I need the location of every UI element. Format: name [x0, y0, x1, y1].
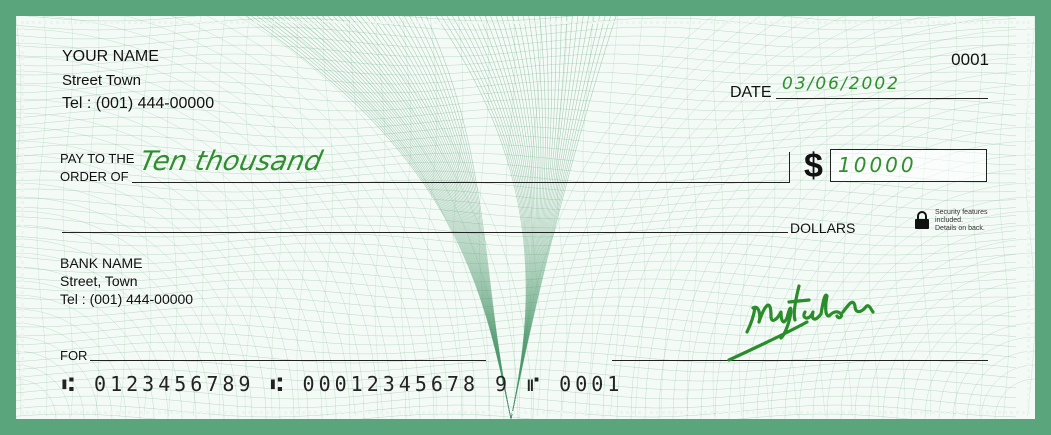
security-note: Security features included. Details on b…: [935, 209, 988, 233]
payee-line: [132, 182, 790, 183]
micr-account: 00012345678 9: [303, 372, 512, 396]
bank-name: BANK NAME: [60, 255, 142, 271]
pay-to-label-line1: PAY TO THE: [60, 150, 134, 168]
security-note-line3: Details on back.: [935, 225, 988, 233]
payer-street: Street Town: [62, 72, 141, 89]
payer-name: YOUR NAME: [62, 48, 159, 66]
memo-line: [90, 360, 486, 361]
bank-street: Street, Town: [60, 273, 138, 289]
amount-numeric[interactable]: 10000: [838, 153, 917, 177]
security-note-line1: Security features: [935, 209, 988, 217]
pay-to-label: PAY TO THE ORDER OF: [60, 150, 134, 186]
pay-to-label-line2: ORDER OF: [60, 168, 134, 186]
memo-label: FOR: [60, 348, 87, 363]
check-number: 0001: [951, 50, 989, 70]
dollars-label: DOLLARS: [790, 220, 855, 236]
micr-check-number: ⑈ 0001: [527, 372, 623, 396]
date-line: [776, 98, 988, 99]
micr-line: ⑆ 0123456789 ⑆ 00012345678 9 ⑈ 0001: [62, 372, 623, 396]
payer-tel: Tel : (001) 444-00000: [62, 95, 214, 113]
amount-in-words[interactable]: Ten thousand: [137, 146, 325, 177]
micr-routing: ⑆ 0123456789 ⑆: [62, 372, 287, 396]
date-label: DATE: [730, 84, 771, 102]
security-note-line2: included.: [935, 217, 988, 225]
words-line: [62, 232, 788, 233]
bank-tel: Tel : (001) 444-00000: [60, 291, 193, 307]
signature: [725, 272, 885, 368]
date-value[interactable]: 03/06/2002: [782, 74, 900, 94]
dollar-sign: $: [804, 147, 823, 186]
payee-line-tick: [789, 152, 790, 182]
lock-icon: [914, 211, 930, 229]
